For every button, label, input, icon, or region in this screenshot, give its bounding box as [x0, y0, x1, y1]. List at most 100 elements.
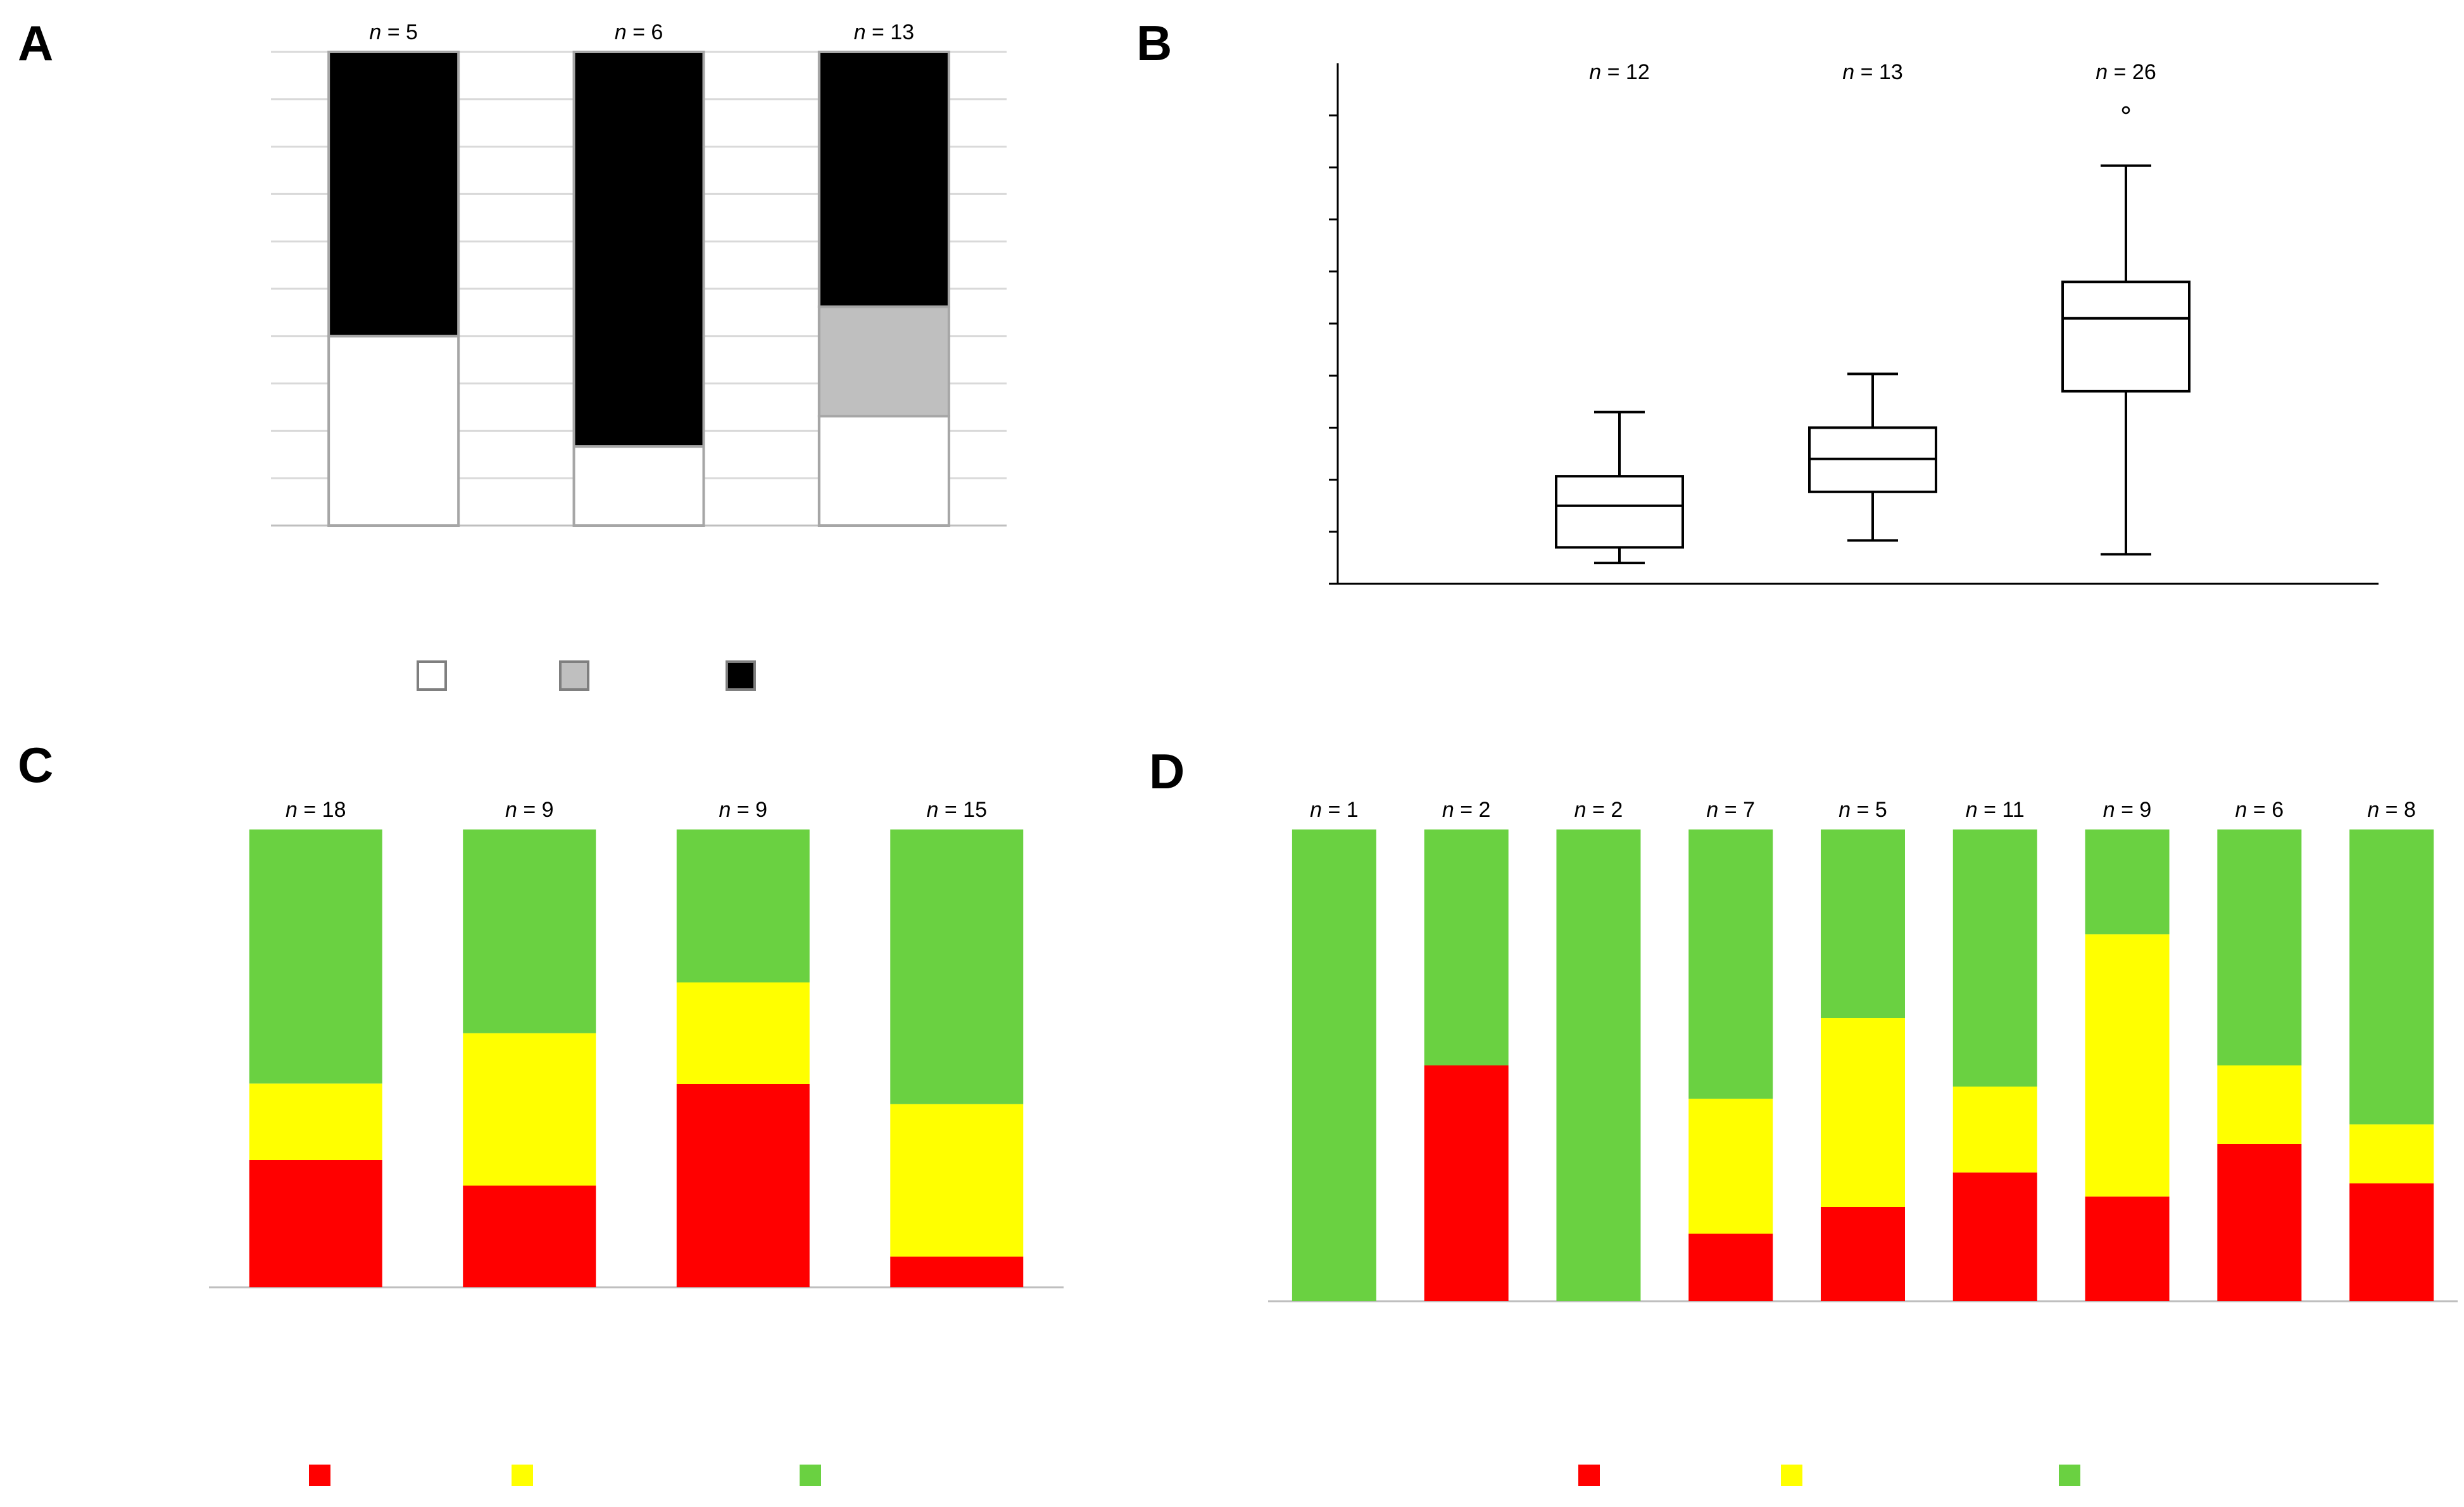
bar-segment: [1292, 829, 1376, 1301]
box: [1555, 475, 1684, 549]
n-equals: =: [1978, 798, 2002, 822]
n-label: n = 9: [719, 798, 767, 822]
n-symbol: n: [2367, 798, 2379, 822]
bar-segment: [463, 829, 596, 1033]
n-equals: =: [731, 798, 755, 822]
legend-swatch: [1578, 1465, 1600, 1486]
panel-label-d: D: [1149, 743, 1185, 799]
n-label: n = 5: [369, 20, 418, 44]
bar-segment: [2085, 934, 2170, 1197]
n-equals: =: [1587, 798, 1611, 822]
n-equals: =: [381, 20, 406, 44]
bar-segment: [327, 51, 460, 337]
n-equals: =: [298, 798, 322, 822]
n-value: 13: [1879, 60, 1903, 84]
n-value: 13: [890, 20, 914, 44]
panel-label-c: C: [18, 737, 53, 793]
n-symbol: n: [369, 20, 381, 44]
legend-swatch: [1781, 1465, 1802, 1486]
bar-segment: [1688, 829, 1773, 1099]
n-symbol: n: [719, 798, 731, 822]
bar-segment: [572, 51, 705, 448]
bar-segment: [2217, 1144, 2302, 1301]
n-value: 6: [651, 20, 663, 44]
n-label: n = 2: [1442, 798, 1491, 822]
n-value: 6: [2272, 798, 2284, 822]
n-label: n = 11: [1966, 798, 2025, 822]
n-value: 2: [1479, 798, 1491, 822]
n-equals: =: [1718, 798, 1743, 822]
n-symbol: n: [2096, 60, 2108, 84]
bar-segment: [2217, 1065, 2302, 1144]
bar-segment: [890, 1256, 1024, 1287]
bar-segment: [1821, 1018, 1905, 1207]
n-symbol: n: [927, 798, 939, 822]
n-symbol: n: [1575, 798, 1587, 822]
bar-segment: [1688, 1099, 1773, 1234]
n-label: n = 9: [505, 798, 554, 822]
n-equals: =: [866, 20, 891, 44]
bar-segment: [1821, 829, 1905, 1018]
n-symbol: n: [1842, 60, 1854, 84]
bar-segment: [249, 1083, 382, 1161]
n-value: 1: [1347, 798, 1359, 822]
n-label: n = 6: [2235, 798, 2284, 822]
n-symbol: n: [1589, 60, 1601, 84]
n-equals: =: [2247, 798, 2272, 822]
bar-segment: [676, 1083, 810, 1287]
bar-segment: [463, 1033, 596, 1186]
n-label: n = 18: [286, 798, 346, 822]
legend-swatch: [309, 1465, 330, 1486]
panel-label-b: B: [1136, 15, 1172, 71]
bar-segment: [1556, 829, 1641, 1301]
n-label: n = 6: [615, 20, 663, 44]
bar-segment: [327, 334, 460, 527]
n-equals: =: [1601, 60, 1626, 84]
n-value: 5: [406, 20, 418, 44]
bar-segment: [2085, 1196, 2170, 1301]
n-symbol: n: [854, 20, 866, 44]
n-symbol: n: [505, 798, 517, 822]
bar-segment: [890, 829, 1024, 1104]
panel-label-a: A: [18, 15, 53, 71]
n-equals: =: [1854, 60, 1879, 84]
outlier-point: [2121, 106, 2130, 115]
n-label: n = 8: [2367, 798, 2416, 822]
n-equals: =: [2115, 798, 2140, 822]
bar-segment: [2349, 1183, 2434, 1301]
n-equals: =: [517, 798, 542, 822]
n-value: 9: [2139, 798, 2151, 822]
legend-swatch: [417, 660, 447, 691]
n-value: 5: [1875, 798, 1887, 822]
n-value: 9: [542, 798, 554, 822]
n-value: 7: [1743, 798, 1755, 822]
bar-segment: [817, 51, 950, 308]
n-value: 12: [1626, 60, 1650, 84]
n-equals: =: [938, 798, 963, 822]
legend-swatch: [559, 660, 589, 691]
n-equals: =: [1322, 798, 1347, 822]
n-symbol: n: [286, 798, 298, 822]
n-value: 18: [322, 798, 346, 822]
n-symbol: n: [1706, 798, 1718, 822]
n-symbol: n: [615, 20, 627, 44]
bar-segment: [1952, 829, 2037, 1087]
bar-segment: [463, 1185, 596, 1287]
legend-swatch: [512, 1465, 533, 1486]
bar-segment: [890, 1104, 1024, 1257]
n-label: n = 13: [1842, 60, 1903, 84]
n-value: 9: [755, 798, 767, 822]
bar-segment: [2349, 829, 2434, 1125]
n-symbol: n: [2103, 798, 2115, 822]
n-label: n = 2: [1575, 798, 1623, 822]
n-label: n = 5: [1839, 798, 1887, 822]
bar-segment: [2085, 829, 2170, 935]
box: [2061, 281, 2191, 393]
n-label: n = 15: [927, 798, 988, 822]
n-equals: =: [1851, 798, 1875, 822]
bar-segment: [817, 305, 950, 418]
chart-b: n = 12 n = 13 n = 26: [1329, 60, 2379, 585]
